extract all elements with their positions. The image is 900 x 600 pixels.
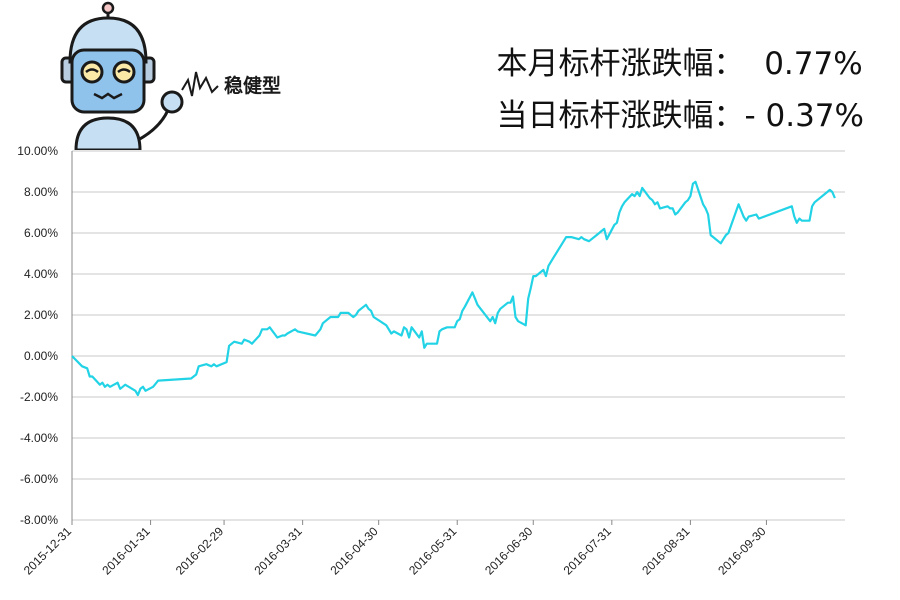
- benchmark-line-chart: -8.00% -6.00% -4.00% -2.00% 0.00% 2.00% 4.00% 6…: [17, 144, 845, 578]
- daily-change-label: 当日标杆涨跌幅：: [496, 98, 745, 134]
- x-tick-label: 2016-05-31: [406, 524, 460, 578]
- x-tick-label: 2016-01-31: [99, 524, 153, 578]
- monthly-change: 本月标杆涨跌幅： 0.77%: [496, 38, 864, 90]
- monthly-change-value: 0.77%: [764, 46, 863, 82]
- x-tick-label: 2016-04-30: [327, 524, 381, 578]
- daily-change: 当日标杆涨跌幅：- 0.37%: [496, 90, 864, 142]
- y-tick-label: 0.00%: [24, 349, 58, 363]
- gridlines: [71, 150, 845, 525]
- x-tick-label: 2016-02-29: [173, 524, 227, 578]
- mascot-label: 稳健型: [224, 74, 281, 97]
- x-tick-label: 2016-09-30: [715, 524, 769, 578]
- y-tick-label: -2.00%: [20, 390, 58, 404]
- benchmark-stats: 本月标杆涨跌幅： 0.77% 当日标杆涨跌幅：- 0.37%: [496, 38, 864, 142]
- robot-mascot-icon: 稳健型: [60, 1, 281, 150]
- x-axis-tick-labels: 2015-12-31 2016-01-31 2016-02-29 2016-03-31…: [21, 524, 769, 578]
- x-tick-label: 2016-06-30: [482, 524, 536, 578]
- y-tick-label: -8.00%: [20, 513, 58, 527]
- daily-change-value: - 0.37%: [744, 98, 864, 134]
- x-tick-label: 2016-07-31: [561, 524, 615, 578]
- x-tick-label: 2016-03-31: [251, 524, 305, 578]
- y-tick-label: -6.00%: [20, 472, 58, 486]
- series-layer: [71, 180, 836, 397]
- y-tick-label: -4.00%: [20, 431, 58, 445]
- monthly-change-label: 本月标杆涨跌幅：: [496, 46, 745, 82]
- x-tick-label: 2016-08-31: [639, 524, 693, 578]
- y-tick-label: 10.00%: [17, 144, 58, 158]
- y-tick-label: 4.00%: [24, 267, 58, 281]
- x-tick-label: 2015-12-31: [21, 524, 75, 578]
- y-axis-tick-labels: -8.00% -6.00% -4.00% -2.00% 0.00% 2.00% 4.00% 6…: [17, 144, 58, 527]
- y-tick-label: 6.00%: [24, 226, 58, 240]
- series-line: [71, 180, 836, 397]
- y-tick-label: 2.00%: [24, 308, 58, 322]
- y-tick-label: 8.00%: [24, 185, 58, 199]
